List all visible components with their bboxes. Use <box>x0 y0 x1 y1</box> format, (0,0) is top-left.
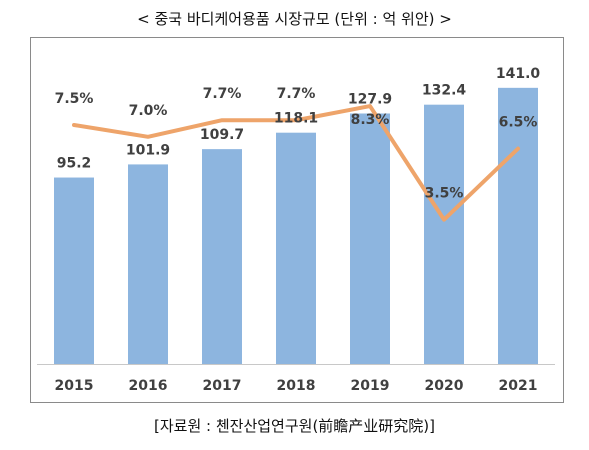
bar <box>276 132 316 364</box>
x-tick-label: 2018 <box>277 378 316 394</box>
x-tick-label: 2019 <box>351 378 390 394</box>
bar <box>498 87 538 365</box>
bar <box>54 177 94 364</box>
bar <box>202 149 242 364</box>
chart-frame: 2015 2016 2017 2018 2019 2020 2021 95.2 101.9 109… <box>30 37 564 403</box>
chart-svg: 2015 2016 2017 2018 2019 2020 2021 95.2 101.9 109… <box>37 66 555 394</box>
growth-rate-label: 7.7% <box>203 86 242 102</box>
x-tick-label: 2016 <box>129 378 168 394</box>
bar-value-label: 101.9 <box>126 142 170 158</box>
bar <box>424 104 464 364</box>
x-tick-label: 2015 <box>55 378 94 394</box>
bar <box>128 164 168 364</box>
growth-rate-label: 8.3% <box>351 112 390 128</box>
bar <box>350 113 390 364</box>
bar-value-label: 127.9 <box>348 91 392 107</box>
growth-rate-label: 7.7% <box>277 86 316 102</box>
growth-rate-label: 6.5% <box>499 115 538 131</box>
bar-value-label: 132.4 <box>422 83 467 99</box>
x-tick-label: 2017 <box>203 378 242 394</box>
bar-value-label: 118.1 <box>274 111 318 127</box>
growth-rate-label: 7.5% <box>55 91 94 107</box>
growth-rate-label: 7.0% <box>129 103 168 119</box>
bar-value-label: 109.7 <box>200 127 244 143</box>
x-tick-label: 2021 <box>499 378 538 394</box>
source-note: [자료원 : 첸잔산업연구원(前瞻产业研究院)] <box>154 417 435 435</box>
bar-value-label: 95.2 <box>57 156 92 172</box>
chart-title: < 중국 바디케어용품 시장규모 (단위 : 억 위안) > <box>137 10 452 28</box>
bar-value-label: 141.0 <box>496 66 541 82</box>
growth-rate-label: 3.5% <box>425 186 464 202</box>
x-tick-label: 2020 <box>425 378 464 394</box>
